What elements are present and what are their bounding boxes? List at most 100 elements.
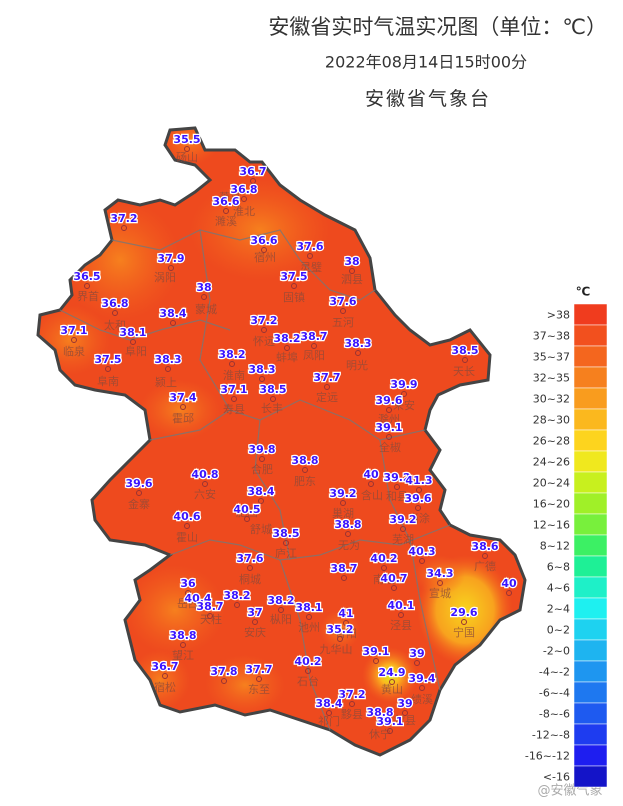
station-dot	[482, 553, 488, 559]
station-dot	[461, 619, 467, 625]
city-name: 霍邱	[172, 412, 194, 425]
station-dot	[258, 498, 264, 504]
station-dot	[349, 701, 355, 707]
legend-label: 26~28	[533, 435, 570, 448]
station-temperature: 29.6	[450, 606, 477, 619]
station-temperature: 38.8	[169, 629, 196, 642]
station-dot	[244, 516, 250, 522]
legend-swatch	[573, 387, 608, 410]
station-dot	[462, 357, 468, 363]
station-dot	[201, 294, 207, 300]
station-temperature: 38.5	[272, 527, 299, 540]
station-temperature: 38.8	[334, 518, 361, 531]
station-dot	[373, 658, 379, 664]
station-temperature: 36.6	[212, 195, 239, 208]
station-temperature: 36.5	[73, 270, 100, 283]
station-dot	[340, 500, 346, 506]
legend-label: -4~-2	[539, 666, 570, 679]
city-name: 金寨	[128, 497, 150, 511]
city-name: 庐江	[275, 546, 297, 560]
legend-swatch	[573, 324, 608, 347]
city-name: 黄山	[381, 682, 403, 696]
legend-label: 35~37	[533, 351, 570, 364]
station-temperature: 24.9	[378, 666, 405, 679]
legend-label: 16~20	[533, 498, 570, 511]
station-dot	[345, 531, 351, 537]
station-dot	[259, 456, 265, 462]
city-name: 凤阳	[303, 349, 325, 362]
station-dot	[401, 391, 407, 397]
station-temperature: 36.6	[250, 234, 277, 247]
city-name: 和县	[386, 490, 408, 503]
station-temperature: 37.6	[329, 295, 356, 308]
legend-swatch	[573, 471, 608, 494]
station-temperature: 38.2	[273, 332, 300, 345]
station-temperature: 38.7	[330, 562, 357, 575]
station-dot	[184, 146, 190, 152]
city-name: 合肥	[251, 462, 273, 476]
legend-label: 0~2	[547, 624, 570, 637]
station-dot	[105, 366, 111, 372]
legend-label: 8~12	[540, 540, 570, 553]
legend-label: 12~16	[533, 519, 570, 532]
station-dot	[355, 350, 361, 356]
legend-swatch	[573, 639, 608, 662]
legend-swatch	[573, 450, 608, 473]
station-dot	[343, 620, 349, 626]
station-dot	[368, 481, 374, 487]
station-temperature: 40	[363, 468, 379, 481]
city-name: 长丰	[261, 402, 283, 415]
legend-swatch	[573, 408, 608, 431]
station-dot	[400, 526, 406, 532]
title: 安徽省实时气温实况图（单位：℃）	[268, 15, 607, 39]
station-dot	[311, 343, 317, 349]
station-temperature: 38.4	[159, 307, 186, 320]
station-dot	[324, 384, 330, 390]
station-dot	[170, 320, 176, 326]
station-dot	[231, 396, 237, 402]
station-temperature: 38.1	[295, 601, 322, 614]
legend-swatch	[573, 723, 608, 746]
legend-label: 32~35	[533, 372, 570, 385]
city-name: 明光	[346, 358, 368, 372]
city-name: 固镇	[283, 290, 305, 304]
city-name: 祁门	[318, 714, 340, 728]
station-temperature: 40.3	[408, 545, 435, 558]
city-name: 濉溪	[215, 215, 237, 228]
station-dot	[250, 178, 256, 184]
legend-label: -2~0	[543, 645, 570, 658]
city-name: 含山	[361, 488, 383, 502]
station-temperature: 39.2	[383, 471, 410, 484]
legend-label: >38	[547, 309, 570, 322]
city-name: 南陵	[373, 573, 395, 586]
station-temperature: 40.2	[294, 655, 321, 668]
station-temperature: 37.6	[296, 240, 323, 253]
station-dot	[130, 339, 136, 345]
city-name: 无为	[338, 539, 360, 552]
station-dot	[340, 308, 346, 314]
legend-swatch	[573, 534, 608, 557]
city-name: 宿州	[254, 250, 276, 264]
legend-swatch	[573, 366, 608, 389]
station-temperature: 36.7	[239, 165, 266, 178]
station-dot	[136, 490, 142, 496]
station-temperature: 37.4	[169, 391, 196, 404]
station-dot	[506, 590, 512, 596]
station-dot	[207, 613, 213, 619]
station-dot	[261, 247, 267, 253]
station-temperature: 40.1	[387, 599, 414, 612]
station-temperature: 38.7	[300, 330, 327, 343]
station-dot	[202, 481, 208, 487]
station-temperature: 38.4	[247, 485, 274, 498]
station-dot	[389, 679, 395, 685]
city-name: 天长	[453, 365, 475, 378]
station-dot	[165, 366, 171, 372]
station-temperature: 40	[501, 577, 517, 590]
station-dot	[278, 607, 284, 613]
station-dot	[337, 636, 343, 642]
station-dot	[386, 434, 392, 440]
city-name: 东至	[248, 683, 270, 696]
city-name: 宿松	[154, 680, 176, 694]
city-name: 寿县	[223, 402, 245, 416]
